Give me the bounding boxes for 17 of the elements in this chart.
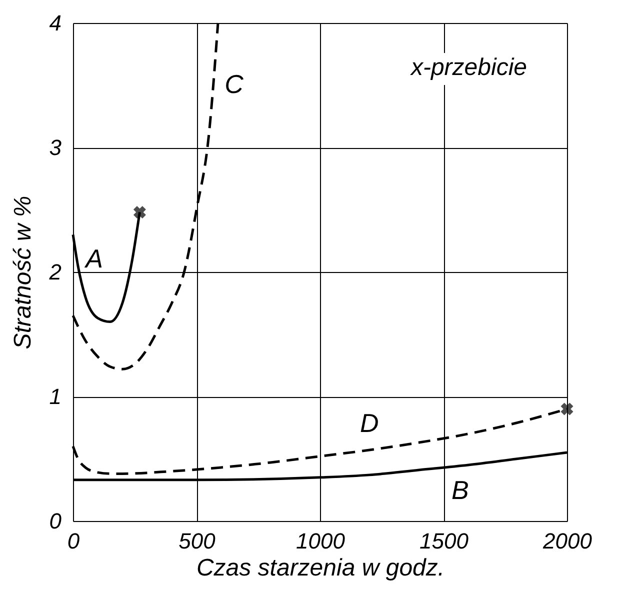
y-tick-label: 2 xyxy=(48,260,62,284)
x-tick-label: 1000 xyxy=(296,528,346,554)
annotation: x-przebicie xyxy=(410,54,527,81)
y-tick-label: 4 xyxy=(49,10,62,36)
series-label: D xyxy=(360,408,379,438)
series-label: A xyxy=(84,244,103,274)
x-axis-title: Czas starzenia w godz. xyxy=(196,554,445,582)
x-tick-label: 2000 xyxy=(542,528,593,554)
series-label: B xyxy=(452,474,469,505)
y-axis-title: Stratność w % xyxy=(9,196,36,350)
series-label: C xyxy=(224,69,244,99)
x-tick-label: 1500 xyxy=(420,528,470,554)
x-tick-label: 0 xyxy=(67,528,80,554)
x-tick-label: 500 xyxy=(178,528,216,554)
y-tick-label: 0 xyxy=(49,508,62,534)
y-tick-label: 1 xyxy=(49,384,62,409)
y-tick-label: 3 xyxy=(49,135,62,160)
